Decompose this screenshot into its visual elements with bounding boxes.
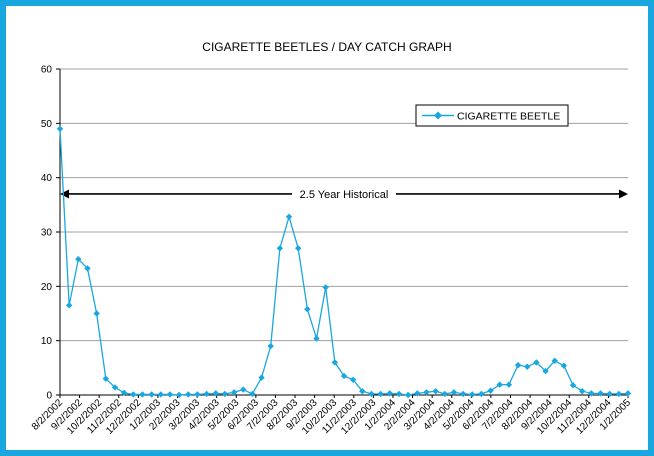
- data-point: [395, 390, 403, 398]
- data-point: [185, 391, 192, 398]
- data-point: [120, 389, 128, 397]
- data-point: [478, 390, 485, 398]
- data-point: [505, 381, 513, 388]
- data-point: [249, 390, 256, 398]
- annotation-label-bg: [292, 186, 396, 201]
- data-point: [313, 335, 320, 342]
- data-point: [551, 357, 558, 364]
- data-point: [340, 372, 348, 380]
- data-point: [588, 390, 595, 397]
- data-point: [212, 390, 219, 397]
- data-point: [331, 359, 339, 366]
- data-point: [240, 386, 247, 393]
- annotation-arrowhead-right: [619, 189, 628, 199]
- legend-entry: CIGARETTE BEETLE: [457, 111, 560, 123]
- data-point: [84, 265, 91, 272]
- data-point: [221, 390, 229, 398]
- chart-title: CIGARETTE BEETLES / DAY CATCH GRAPH: [202, 40, 451, 54]
- data-point: [578, 387, 586, 395]
- legend-marker: [434, 111, 442, 120]
- data-point: [130, 391, 137, 398]
- data-point: [294, 245, 302, 252]
- data-point: [542, 367, 549, 375]
- data-point: [359, 387, 366, 395]
- data-point: [459, 390, 467, 398]
- data-point: [560, 362, 568, 369]
- y-tick-label: 0: [46, 391, 52, 402]
- series-line: [59, 128, 629, 396]
- data-point: [285, 213, 293, 220]
- data-point: [569, 382, 577, 389]
- chart-frame: CIGARETTE BEETLES / DAY CATCH GRAPH 0 10 2…: [6, 6, 648, 450]
- data-point: [148, 391, 155, 398]
- data-point: [267, 342, 274, 350]
- data-point: [194, 391, 201, 398]
- legend-box: [415, 104, 569, 127]
- y-tick-labels: 0 10 20 30 40 50 60: [41, 65, 53, 402]
- data-point: [432, 387, 439, 395]
- data-point: [175, 391, 183, 399]
- data-point: [322, 284, 329, 291]
- annotation-arrowhead-left: [60, 189, 69, 199]
- y-tick-label: 30: [41, 228, 53, 239]
- line-chart: CIGARETTE BEETLES / DAY CATCH GRAPH 0 10 2…: [30, 40, 634, 437]
- data-point: [404, 391, 412, 399]
- data-point: [230, 389, 238, 396]
- y-tick-label: 20: [41, 282, 53, 293]
- data-point: [349, 376, 357, 383]
- data-point: [597, 390, 604, 397]
- data-point: [487, 387, 494, 394]
- data-point: [166, 391, 174, 398]
- data-point: [377, 390, 384, 398]
- data-point: [93, 310, 100, 317]
- grid-lines: [60, 68, 628, 342]
- data-point: [496, 381, 503, 388]
- data-point: [441, 390, 448, 398]
- data-point: [469, 391, 476, 398]
- y-tick-label: 60: [41, 65, 53, 76]
- data-point: [533, 359, 540, 366]
- data-point: [276, 245, 284, 252]
- data-point: [606, 390, 613, 398]
- data-point: [203, 390, 210, 398]
- data-point: [304, 305, 311, 313]
- y-tick-label: 10: [41, 336, 53, 347]
- data-point: [258, 374, 265, 381]
- annotation-label: 2.5 Year Historical: [300, 189, 389, 201]
- data-point: [423, 389, 430, 396]
- x-tick-labels: 8/2/20029/2/200210/2/200211/2/200212/2/2…: [30, 397, 634, 437]
- data-point: [157, 391, 164, 398]
- historical-annotation: 2.5 Year Historical: [60, 186, 628, 201]
- legend: CIGARETTE BEETLE: [415, 104, 569, 127]
- data-point: [524, 363, 531, 370]
- data-point: [65, 302, 73, 309]
- y-tick-label: 50: [41, 119, 53, 130]
- data-point: [414, 390, 421, 397]
- data-point: [450, 389, 458, 396]
- data-point: [624, 390, 632, 397]
- data-point: [102, 375, 110, 382]
- data-point: [514, 361, 522, 369]
- data-point: [139, 391, 146, 398]
- data-point: [386, 390, 394, 397]
- y-tick-label: 40: [41, 173, 53, 184]
- data-point: [111, 384, 119, 391]
- data-point: [615, 390, 623, 398]
- data-point: [368, 390, 375, 398]
- series-cigarette-beetle: [56, 125, 632, 399]
- data-point: [56, 125, 64, 132]
